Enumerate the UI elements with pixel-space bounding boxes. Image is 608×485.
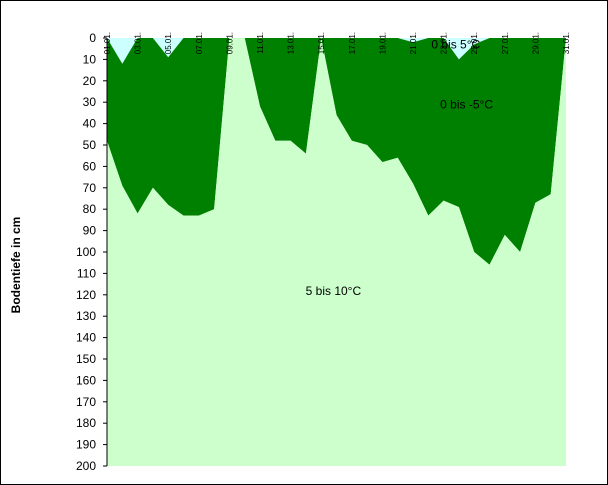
y-tick-label: 20 xyxy=(83,74,97,88)
y-tick-label: 180 xyxy=(76,416,96,430)
x-tick-label: 11.01. xyxy=(256,32,265,54)
x-tick-label: 15.01. xyxy=(317,32,326,54)
y-tick-label: 90 xyxy=(83,224,97,238)
y-axis xyxy=(103,37,108,467)
x-tick-label: 27.01. xyxy=(501,32,510,54)
y-tick-label: 100 xyxy=(76,245,96,259)
x-tick-label: 21.01. xyxy=(409,32,418,54)
x-tick-label: 19.01. xyxy=(378,32,387,54)
y-tick-label: 40 xyxy=(83,117,97,131)
area-annotation: 0 bis -5°C xyxy=(440,98,493,112)
y-tick-label: 0 xyxy=(89,31,96,45)
areas-layer xyxy=(107,38,566,466)
x-tick-label: 31.01. xyxy=(562,32,571,54)
y-tick-label: 110 xyxy=(77,266,96,280)
y-tick-label: 130 xyxy=(76,309,96,323)
area-band-0-bis-5-c xyxy=(107,38,566,265)
x-tick-labels: 01.01. 03.01. 05.01. 07.01. 09.01. 11.01. 13.0… xyxy=(103,32,571,54)
y-tick-label: 150 xyxy=(76,352,96,366)
x-tick-label: 25.01. xyxy=(470,32,479,54)
y-tick-label: 140 xyxy=(76,331,96,345)
y-tick-label: 10 xyxy=(83,52,97,66)
y-tick-label: 190 xyxy=(76,438,96,452)
y-tick-label: 30 xyxy=(83,95,97,109)
y-tick-label: 160 xyxy=(76,373,96,387)
x-tick-label: 01.01. xyxy=(103,32,112,54)
area-band-5-bis-10-c xyxy=(107,38,566,466)
x-tick-label: 03.01. xyxy=(134,32,143,54)
y-tick-labels: 0 10 20 30 40 50 60 70 80 90 100 110 120 130 140 150 160… xyxy=(76,31,96,473)
y-tick-label: 70 xyxy=(83,181,97,195)
y-axis-title: Bodentiefe in cm xyxy=(9,217,23,314)
x-tick-label: 13.01. xyxy=(287,32,296,54)
y-tick-label: 120 xyxy=(76,288,96,302)
area-annotation: 0 bis 5°C xyxy=(431,38,480,52)
annotations: 0 bis 5°C 0 bis -5°C 5 bis 10°C xyxy=(306,38,494,298)
y-tick-label: 80 xyxy=(83,202,97,216)
x-tick-label: 17.01. xyxy=(348,32,357,54)
y-tick-label: 50 xyxy=(83,138,97,152)
y-tick-label: 170 xyxy=(76,395,96,409)
x-tick-label: 09.01. xyxy=(225,32,234,54)
y-tick-label: 200 xyxy=(76,459,96,473)
area-band-0-bis-5-c xyxy=(107,38,566,64)
x-tick-label: 07.01. xyxy=(195,32,204,54)
x-tick-label: 05.01. xyxy=(164,32,173,54)
area-annotation: 5 bis 10°C xyxy=(306,284,362,298)
x-tick-label: 23.01. xyxy=(440,32,449,54)
x-tick-label: 29.01. xyxy=(531,32,540,54)
y-tick-label: 60 xyxy=(83,159,97,173)
